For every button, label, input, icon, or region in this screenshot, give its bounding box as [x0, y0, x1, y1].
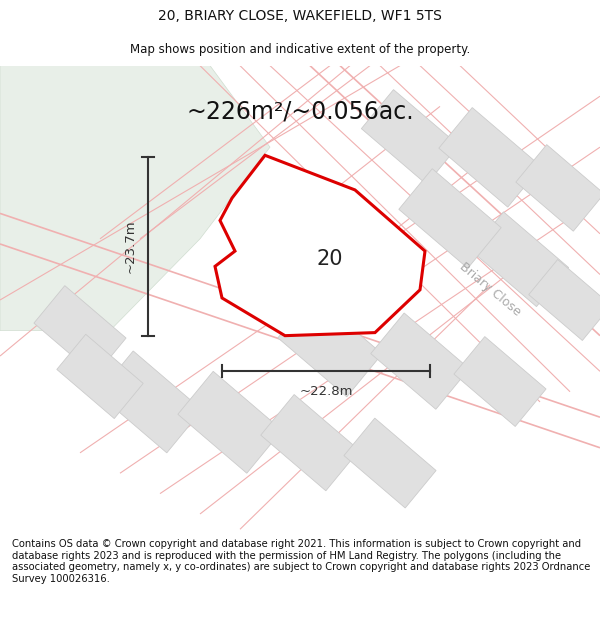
- Polygon shape: [516, 144, 600, 231]
- Polygon shape: [34, 286, 126, 376]
- Polygon shape: [361, 89, 458, 184]
- Text: Briary Close: Briary Close: [457, 261, 523, 319]
- Text: ~226m²/~0.056ac.: ~226m²/~0.056ac.: [186, 99, 414, 124]
- Polygon shape: [261, 394, 359, 491]
- Polygon shape: [454, 337, 546, 426]
- Polygon shape: [0, 66, 270, 331]
- Polygon shape: [98, 351, 202, 453]
- Text: 20: 20: [317, 249, 343, 269]
- Polygon shape: [371, 313, 469, 409]
- Text: Map shows position and indicative extent of the property.: Map shows position and indicative extent…: [130, 42, 470, 56]
- Polygon shape: [178, 371, 282, 473]
- Polygon shape: [215, 155, 425, 336]
- Text: Contains OS data © Crown copyright and database right 2021. This information is : Contains OS data © Crown copyright and d…: [12, 539, 590, 584]
- Polygon shape: [344, 418, 436, 508]
- Text: ~23.7m: ~23.7m: [124, 220, 137, 273]
- Polygon shape: [529, 259, 600, 341]
- Polygon shape: [399, 169, 501, 268]
- Polygon shape: [57, 334, 143, 419]
- Text: 20, BRIARY CLOSE, WAKEFIELD, WF1 5TS: 20, BRIARY CLOSE, WAKEFIELD, WF1 5TS: [158, 9, 442, 23]
- Polygon shape: [278, 295, 382, 397]
- Polygon shape: [472, 212, 569, 307]
- Text: ~22.8m: ~22.8m: [299, 385, 353, 398]
- Polygon shape: [439, 107, 541, 207]
